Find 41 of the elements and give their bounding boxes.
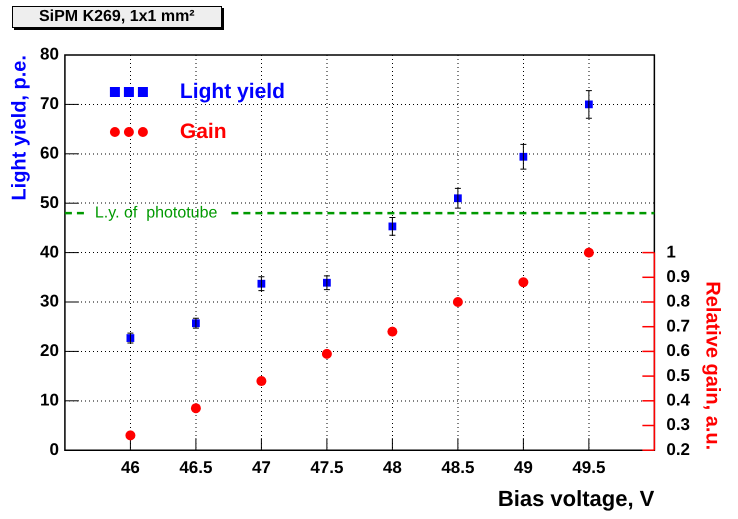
point [256,376,266,386]
y2-tick-label: 0.9 [666,266,690,286]
x-tick-label: 49 [514,458,533,478]
y-tick-label: 50 [40,192,59,212]
point [387,326,398,337]
y2-tick-label: 1 [666,242,676,262]
y-tick-label: 60 [40,143,59,162]
y-tick-label: 10 [40,390,59,410]
legend-label: Light yield [180,80,285,103]
x-axis-title: Bias voltage, V [498,486,655,511]
y-tick-label: 20 [40,341,59,360]
x-tick-label: 49.5 [572,458,606,478]
y2-tick-label: 0.7 [666,316,690,336]
y2-axis-title: Relative gain, a.u. [701,281,724,450]
point [452,297,463,307]
ref-line-label: L.y. of phototube [94,204,218,222]
y-tick-label: 70 [40,94,59,114]
point [190,403,201,414]
x-tick-label: 47.5 [310,458,344,478]
y-tick-label: 40 [40,242,59,262]
y2-tick-label: 0.4 [666,390,691,410]
y2-tick-label: 0.8 [666,292,690,311]
point [125,430,136,440]
x-tick-label: 46.5 [179,458,212,478]
y2-tick-label: 0.5 [666,366,690,385]
y-axis-title: Light yield, p.e. [8,55,31,201]
y-tick-label: 0 [49,440,59,459]
x-tick-label: 48 [382,458,402,478]
y2-tick-label: 0.2 [666,440,690,459]
y2-tick-label: 0.6 [666,341,690,360]
x-tick-label: 48.5 [441,458,474,478]
point [518,277,528,288]
legend-label: Gain [180,120,227,143]
point [322,348,332,359]
y-tick-label: 30 [40,292,59,311]
y-tick-label: 80 [40,44,59,64]
y2-tick-label: 0.3 [666,415,690,434]
chart-title: SiPM K269, 1x1 mm² [12,6,222,28]
x-tick-label: 46 [120,458,140,478]
point [584,248,594,258]
x-tick-label: 47 [252,458,271,478]
